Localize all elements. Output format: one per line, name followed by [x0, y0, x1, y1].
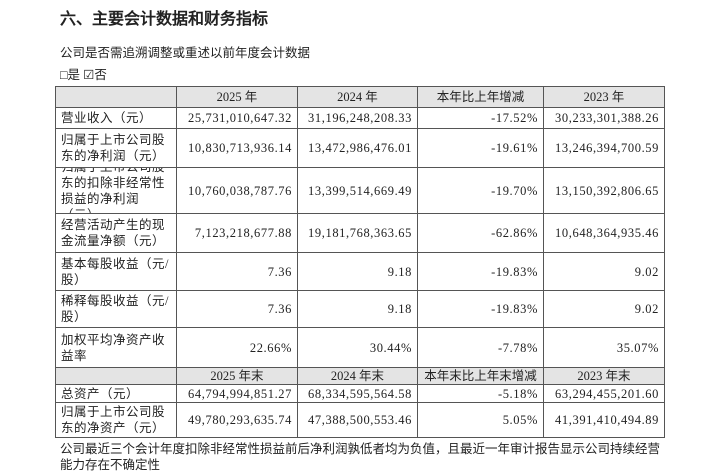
header-cell: 2023 年末 — [543, 367, 665, 385]
value-cell: 68,334,595,564.58 — [297, 384, 418, 403]
value-cell: 31,196,248,208.33 — [297, 107, 418, 129]
header-cell: 2023 年 — [543, 86, 665, 108]
value-cell: 13,399,514,669.49 — [297, 167, 418, 214]
question: 公司是否需追溯调整或重述以前年度会计数据 — [60, 46, 311, 60]
value-cell: 13,246,394,700.59 — [543, 128, 665, 168]
value-cell: -62.86% — [417, 213, 544, 253]
row-label: 加权平均净资产收益率 — [55, 327, 177, 368]
value-cell: -19.83% — [417, 290, 544, 328]
row-label: 总资产（元） — [55, 384, 177, 403]
note: 公司最近三个会计年度扣除非经常性损益前后净利润孰低者均为负值，且最近一年审计报告… — [60, 442, 661, 472]
row-label: 归属于上市公司股东的扣除非经常性损益的净利润（元） — [55, 167, 177, 214]
heading: 六、主要会计数据和财务指标 — [60, 11, 269, 28]
value-cell: 63,294,455,201.60 — [543, 384, 665, 403]
value-cell: -19.83% — [417, 252, 544, 291]
value-cell: 30.44% — [297, 327, 418, 368]
value-cell: 9.02 — [543, 290, 665, 328]
header-cell: 2025 年 — [176, 86, 298, 108]
value-cell: 25,731,010,647.32 — [176, 107, 298, 129]
value-cell: -17.52% — [417, 107, 544, 129]
row-label: 稀释每股收益（元/股） — [55, 290, 177, 328]
row-label: 基本每股收益（元/股） — [55, 252, 177, 291]
value-cell: 5.05% — [417, 402, 544, 438]
value-cell: -19.70% — [417, 167, 544, 214]
value-cell: 10,830,713,936.14 — [176, 128, 298, 168]
value-cell: 47,388,500,553.46 — [297, 402, 418, 438]
value-cell: 10,760,038,787.76 — [176, 167, 298, 214]
value-cell: 9.18 — [297, 290, 418, 328]
answer: □是 ☑否 — [60, 68, 107, 82]
header-cell — [55, 86, 177, 108]
row-label: 归属于上市公司股东的净资产（元） — [55, 402, 177, 438]
value-cell: 22.66% — [176, 327, 298, 368]
header-cell: 2024 年 — [297, 86, 418, 108]
value-cell: 13,472,986,476.01 — [297, 128, 418, 168]
value-cell: 10,648,364,935.46 — [543, 213, 665, 253]
header-cell — [55, 367, 177, 385]
value-cell: -5.18% — [417, 384, 544, 403]
value-cell: 9.02 — [543, 252, 665, 291]
value-cell: 13,150,392,806.65 — [543, 167, 665, 214]
value-cell: -19.61% — [417, 128, 544, 168]
row-label: 营业收入（元） — [55, 107, 177, 129]
row-label: 经营活动产生的现金流量净额（元） — [55, 213, 177, 253]
header-cell: 2024 年末 — [297, 367, 418, 385]
value-cell: 64,794,994,851.27 — [176, 384, 298, 403]
value-cell: 7,123,218,677.88 — [176, 213, 298, 253]
value-cell: 7.36 — [176, 290, 298, 328]
value-cell: 7.36 — [176, 252, 298, 291]
value-cell: 30,233,301,388.26 — [543, 107, 665, 129]
value-cell: 19,181,768,363.65 — [297, 213, 418, 253]
value-cell: 9.18 — [297, 252, 418, 291]
header-cell: 本年比上年增减 — [417, 86, 544, 108]
header-cell: 2025 年末 — [176, 367, 298, 385]
header-cell: 本年末比上年末增减 — [417, 367, 544, 385]
row-label: 归属于上市公司股东的净利润（元） — [55, 128, 177, 168]
value-cell: 35.07% — [543, 327, 665, 368]
value-cell: 41,391,410,494.89 — [543, 402, 665, 438]
value-cell: -7.78% — [417, 327, 544, 368]
value-cell: 49,780,293,635.74 — [176, 402, 298, 438]
